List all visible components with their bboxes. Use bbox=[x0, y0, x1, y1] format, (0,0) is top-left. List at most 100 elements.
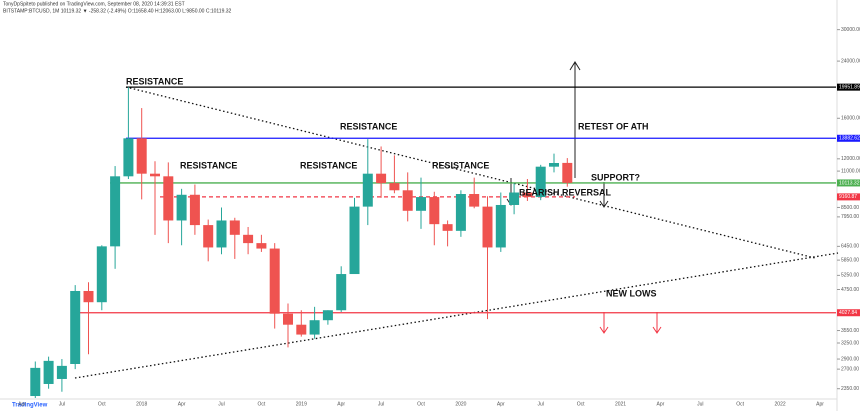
x-tick-label: Apr bbox=[178, 401, 186, 407]
candle-body bbox=[309, 320, 320, 335]
level-label: 9160.87 bbox=[839, 194, 857, 200]
candle-body bbox=[349, 206, 360, 275]
annotation: SUPPORT? bbox=[591, 172, 640, 182]
trendline-lower bbox=[74, 252, 839, 379]
x-tick-label: Apr bbox=[497, 401, 505, 407]
candle-body bbox=[189, 194, 200, 226]
level-tag bbox=[837, 134, 860, 142]
candle-body bbox=[362, 173, 373, 207]
candle-body bbox=[229, 220, 240, 235]
y-tick-label: 4750.00 bbox=[841, 287, 859, 293]
x-tick-label: Jul bbox=[378, 401, 384, 407]
red-arrows bbox=[599, 312, 662, 334]
x-tick-label: Jul bbox=[537, 401, 543, 407]
candle-body bbox=[70, 290, 81, 365]
level-label: 4027.84 bbox=[839, 310, 857, 316]
candle-body bbox=[549, 163, 559, 167]
x-tick-label: 2022 bbox=[775, 401, 786, 407]
candle-body bbox=[376, 173, 387, 184]
x-tick-label: Oct bbox=[736, 401, 744, 407]
candle-body bbox=[469, 194, 480, 207]
x-tick-label: Jul bbox=[59, 401, 65, 407]
candle-body bbox=[455, 194, 466, 231]
level-tag bbox=[837, 179, 860, 187]
candle-body bbox=[509, 192, 520, 205]
level-tag bbox=[837, 193, 860, 201]
y-tick-label: 16000.00 bbox=[841, 116, 860, 122]
candle-body bbox=[283, 313, 293, 325]
level-tag bbox=[837, 83, 860, 91]
y-tick-label: 6450.00 bbox=[841, 244, 859, 250]
annotation: RESISTANCE bbox=[180, 160, 237, 170]
candle-body bbox=[495, 204, 506, 248]
x-tick-label: Oct bbox=[98, 401, 106, 407]
header: TonyDpSpiteto published on TradingView.c… bbox=[3, 1, 185, 7]
annotation: RESISTANCE bbox=[126, 76, 183, 86]
y-tick-label: 11000.00 bbox=[841, 168, 860, 174]
candle-body bbox=[43, 360, 54, 384]
y-tick-label: 3550.00 bbox=[841, 328, 859, 334]
y-tick-label: 12000.00 bbox=[841, 156, 860, 162]
candle-body bbox=[56, 365, 67, 379]
x-tick-label: 2020 bbox=[455, 401, 466, 407]
x-tick-label: Jul bbox=[218, 401, 224, 407]
candle-body bbox=[562, 162, 573, 183]
candle-body bbox=[269, 248, 280, 314]
candle-body bbox=[123, 138, 134, 177]
candle-body bbox=[482, 206, 493, 248]
candle-body bbox=[150, 173, 160, 177]
x-tick-label: 2019 bbox=[296, 401, 307, 407]
candle-body bbox=[243, 234, 254, 244]
annotation: RETEST OF ATH bbox=[578, 121, 649, 131]
arrow-head bbox=[599, 200, 609, 208]
candle-body bbox=[83, 290, 94, 303]
x-tick-label: Jul bbox=[697, 401, 703, 407]
level-tag bbox=[837, 309, 860, 317]
x-tick-label: Apr bbox=[657, 401, 665, 407]
level-label: 10113.32 bbox=[839, 180, 860, 186]
symbol-line: BITSTAMP:BTCUSD, 1M 10119.32 ▼ -258.32 (… bbox=[3, 8, 232, 14]
y-tick-label: 5250.00 bbox=[841, 273, 859, 279]
candle-body bbox=[416, 197, 426, 211]
annotation: RESISTANCE bbox=[340, 121, 397, 131]
candle-body bbox=[429, 197, 440, 225]
x-tick-label: 2018 bbox=[136, 401, 147, 407]
candle-body bbox=[30, 367, 41, 397]
candle-body bbox=[216, 220, 227, 248]
candle-body bbox=[442, 224, 453, 231]
annotation: RESISTANCE bbox=[432, 160, 489, 170]
candle-body bbox=[336, 274, 347, 311]
y-tick-label: 7950.00 bbox=[841, 214, 859, 220]
y-tick-label: 24000.00 bbox=[841, 58, 860, 64]
arrow-head bbox=[569, 61, 581, 71]
y-tick-label: 30000.00 bbox=[841, 27, 860, 33]
y-tick-label: 2350.00 bbox=[841, 386, 859, 392]
arrow-head bbox=[599, 326, 609, 334]
candle-body bbox=[535, 166, 546, 198]
y-tick-label: 8500.00 bbox=[841, 205, 859, 211]
y-tick-label: 5850.00 bbox=[841, 257, 859, 263]
candle-body bbox=[296, 324, 307, 335]
annotation: BEARISH REVERSAL bbox=[519, 187, 612, 197]
y-tick-label: 2700.00 bbox=[841, 366, 859, 372]
x-tick-label: 2021 bbox=[615, 401, 626, 407]
candle-body bbox=[256, 243, 267, 249]
candle-body bbox=[163, 176, 174, 221]
candle-body bbox=[402, 190, 413, 211]
x-tick-label: Apr bbox=[816, 401, 824, 407]
x-tick-label: Apr bbox=[18, 401, 26, 407]
footer-logo: TradingView bbox=[12, 403, 48, 409]
candle-body bbox=[96, 246, 107, 303]
candle-body bbox=[522, 192, 533, 198]
candle-body bbox=[322, 310, 333, 321]
candle-body bbox=[110, 176, 121, 247]
candle-body bbox=[389, 183, 400, 191]
arrow-head bbox=[652, 326, 662, 334]
annotation: NEW LOWS bbox=[606, 288, 657, 298]
annotation: RESISTANCE bbox=[300, 160, 357, 170]
x-tick-label: Oct bbox=[577, 401, 585, 407]
x-tick-label: Apr bbox=[337, 401, 345, 407]
level-label: 13882.62 bbox=[839, 136, 860, 142]
level-label: 19951.89 bbox=[839, 84, 860, 90]
